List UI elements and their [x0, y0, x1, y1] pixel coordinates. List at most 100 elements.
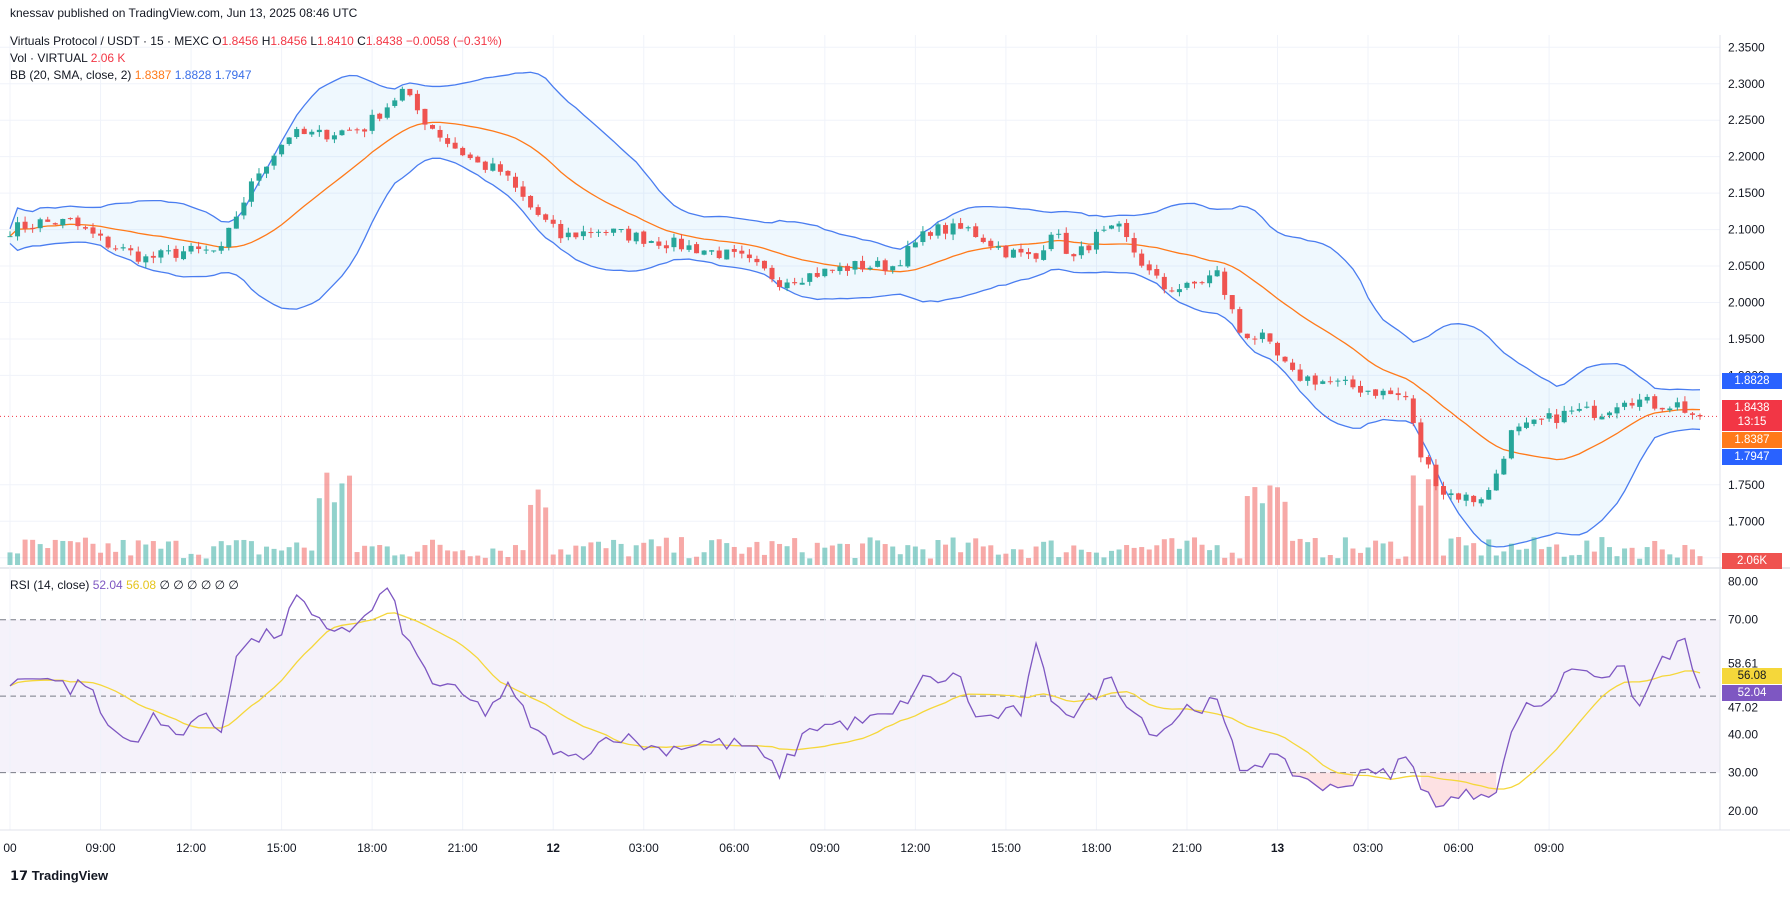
candle-body: [844, 265, 850, 271]
candle-body: [1388, 390, 1394, 395]
volume-bar: [309, 550, 315, 565]
volume-bar: [1539, 549, 1545, 565]
volume-bar: [724, 543, 730, 565]
price-tick-label: 2.1500: [1728, 186, 1765, 200]
candle-body: [1652, 396, 1658, 409]
candle-body: [1146, 264, 1152, 271]
candle-body: [611, 228, 617, 233]
candle-body: [920, 231, 926, 243]
volume-bar: [286, 547, 292, 565]
candle-body: [165, 250, 171, 252]
candle-body: [1048, 234, 1054, 250]
candle-body: [1207, 275, 1213, 284]
time-tick-label: 09:00: [86, 841, 116, 855]
volume-bar: [279, 550, 285, 565]
volume-bar: [339, 483, 345, 565]
volume-bar: [1222, 557, 1228, 565]
volume-bar: [814, 542, 820, 565]
volume-bar: [1561, 556, 1567, 565]
volume-bar: [1003, 553, 1009, 565]
rsi-oversold-fill: [1420, 772, 1497, 808]
open-label: O: [212, 34, 222, 48]
rsi-tick-label: 70.00: [1728, 613, 1758, 627]
volume-bar: [935, 540, 941, 565]
volume-bar: [1674, 557, 1680, 565]
volume-bar: [739, 553, 745, 565]
volume-bar: [1063, 552, 1069, 565]
candle-body: [452, 142, 458, 149]
volume-bar: [973, 538, 979, 565]
volume-bar: [912, 546, 918, 565]
volume-bar: [980, 546, 986, 565]
bb-legend[interactable]: BB (20, SMA, close, 2) 1.8387 1.8828 1.7…: [10, 68, 252, 82]
volume-bar: [875, 540, 881, 565]
volume-bar: [1169, 538, 1175, 565]
volume-bar: [1116, 549, 1122, 565]
candle-body: [588, 232, 594, 234]
candle-body: [603, 231, 609, 233]
candle-body: [822, 268, 828, 277]
candle-body: [1275, 342, 1280, 356]
candle-body: [777, 280, 783, 288]
candle-body: [218, 246, 224, 251]
volume-bar: [1689, 549, 1695, 565]
volume-bar: [754, 541, 760, 565]
volume-bar: [218, 541, 224, 565]
candle-body: [543, 214, 549, 220]
candle-body: [829, 269, 835, 271]
candle-body: [867, 267, 873, 270]
volume-bar: [995, 554, 1001, 565]
candle-body: [1599, 416, 1605, 420]
volume-bar: [1184, 540, 1190, 565]
volume-bar: [807, 558, 813, 565]
candle-body: [535, 207, 541, 215]
time-tick-label: 18:00: [1081, 841, 1111, 855]
volume-bar: [1033, 546, 1039, 565]
volume-bar: [648, 539, 654, 565]
candle-body: [1463, 494, 1469, 501]
volume-bar: [897, 554, 903, 565]
volume-bar: [958, 552, 964, 565]
brand-footer[interactable]: 𝟭𝟳 TradingView: [10, 868, 108, 884]
candle-body: [82, 227, 88, 229]
candle-body: [724, 249, 730, 260]
volume-bar: [520, 550, 526, 565]
candle-body: [1086, 245, 1092, 251]
rsi-legend[interactable]: RSI (14, close) 52.04 56.08 ∅ ∅ ∅ ∅ ∅ ∅: [10, 578, 239, 592]
candle-body: [1554, 414, 1560, 423]
candle-body: [1010, 249, 1016, 258]
candle-body: [248, 181, 254, 202]
volume-bar: [1192, 537, 1198, 565]
volume-bar: [1229, 552, 1235, 565]
symbol-legend[interactable]: Virtuals Protocol / USDT · 15 · MEXC O1.…: [10, 34, 502, 48]
candle-body: [1003, 245, 1009, 258]
volume-bar: [588, 542, 594, 565]
rsi-tick-label: 58.61: [1728, 656, 1758, 670]
volume-bar: [1041, 541, 1047, 565]
bb-fill: [10, 72, 1700, 547]
volume-bar: [761, 554, 767, 565]
volume-bar: [1373, 540, 1379, 565]
candle-body: [211, 250, 217, 252]
candle-body: [1569, 410, 1575, 412]
rsi-tick-label: 40.00: [1728, 727, 1758, 741]
bb-basis-value: 1.8387: [134, 68, 172, 82]
candle-body: [1026, 252, 1032, 255]
volume-bar: [709, 540, 715, 565]
candle-body: [1531, 419, 1537, 424]
volume-bar: [1086, 552, 1092, 565]
candle-body: [1056, 233, 1062, 235]
volume-bar: [1576, 554, 1582, 565]
bb-label: BB (20, SMA, close, 2): [10, 68, 132, 82]
time-tick-label: 06:00: [719, 841, 749, 855]
volume-bar: [15, 553, 21, 565]
candle-body: [1109, 225, 1115, 229]
candle-body: [860, 260, 866, 270]
candle-body: [1267, 333, 1273, 342]
volume-legend[interactable]: Vol · VIRTUAL 2.06 K: [10, 51, 125, 65]
candle-body: [316, 129, 322, 133]
volume-bar: [1440, 555, 1446, 565]
candle-body: [1297, 369, 1303, 381]
volume-bar: [1523, 548, 1529, 565]
candle-body: [1063, 232, 1069, 254]
